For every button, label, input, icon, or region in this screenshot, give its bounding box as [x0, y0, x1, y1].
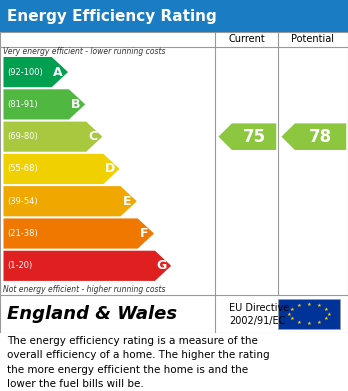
- Polygon shape: [3, 186, 137, 216]
- Text: ★: ★: [297, 320, 301, 325]
- Text: EU Directive: EU Directive: [229, 303, 289, 313]
- Text: ★: ★: [297, 303, 301, 308]
- Text: (92-100): (92-100): [8, 68, 44, 77]
- Text: B: B: [71, 98, 80, 111]
- Text: ★: ★: [326, 312, 331, 316]
- Text: ★: ★: [324, 307, 329, 312]
- Text: C: C: [88, 130, 97, 143]
- Text: G: G: [156, 259, 167, 272]
- Polygon shape: [3, 57, 68, 87]
- Text: ★: ★: [324, 316, 329, 321]
- Text: A: A: [54, 66, 63, 79]
- Text: ★: ★: [290, 307, 294, 312]
- Polygon shape: [282, 124, 346, 150]
- Text: F: F: [140, 227, 149, 240]
- Text: 75: 75: [243, 128, 266, 146]
- Text: 78: 78: [309, 128, 332, 146]
- Text: ★: ★: [307, 321, 311, 326]
- Text: (69-80): (69-80): [8, 132, 38, 141]
- Polygon shape: [3, 219, 154, 249]
- Text: (39-54): (39-54): [8, 197, 38, 206]
- Text: (1-20): (1-20): [8, 261, 33, 270]
- Text: (81-91): (81-91): [8, 100, 38, 109]
- Bar: [278, 299, 340, 329]
- Text: Current: Current: [228, 34, 265, 45]
- Polygon shape: [219, 124, 276, 150]
- Polygon shape: [3, 251, 171, 281]
- Text: Not energy efficient - higher running costs: Not energy efficient - higher running co…: [3, 285, 166, 294]
- Text: (21-38): (21-38): [8, 229, 38, 238]
- Text: ★: ★: [307, 302, 311, 307]
- Polygon shape: [3, 89, 85, 120]
- Text: Very energy efficient - lower running costs: Very energy efficient - lower running co…: [3, 47, 166, 57]
- Text: ★: ★: [287, 312, 292, 316]
- Text: (55-68): (55-68): [8, 165, 38, 174]
- Text: Energy Efficiency Rating: Energy Efficiency Rating: [7, 9, 217, 23]
- Text: E: E: [123, 195, 131, 208]
- Text: ★: ★: [317, 303, 321, 308]
- Text: Potential: Potential: [292, 34, 334, 45]
- Text: 2002/91/EC: 2002/91/EC: [229, 316, 285, 326]
- Text: ★: ★: [317, 320, 321, 325]
- Polygon shape: [3, 154, 120, 184]
- Text: The energy efficiency rating is a measure of the
overall efficiency of a home. T: The energy efficiency rating is a measur…: [7, 336, 270, 389]
- Text: ★: ★: [290, 316, 294, 321]
- Text: D: D: [105, 162, 115, 176]
- Text: England & Wales: England & Wales: [7, 305, 177, 323]
- Polygon shape: [3, 122, 102, 152]
